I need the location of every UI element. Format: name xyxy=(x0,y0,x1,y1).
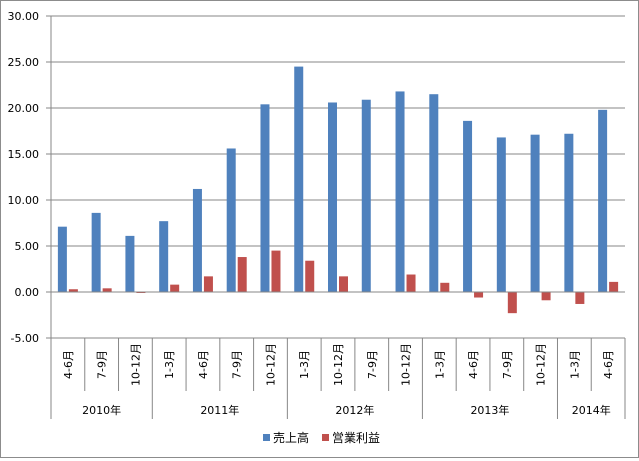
year-group-label: 2014年 xyxy=(572,403,611,417)
y-tick-label: 20.00 xyxy=(8,102,40,115)
sales-bar xyxy=(91,212,101,292)
y-tick-label: 0.00 xyxy=(15,286,40,299)
operating-profit-bar xyxy=(271,250,281,292)
y-tick-label: -5.00 xyxy=(11,332,39,345)
x-tick-label: 10-12月 xyxy=(264,343,277,386)
x-tick-label: 7-9月 xyxy=(96,350,109,379)
x-tick-label: 10-12月 xyxy=(129,343,142,386)
x-tick-label: 10-12月 xyxy=(400,343,413,386)
sales-bar xyxy=(294,66,304,292)
x-axis-tick-labels: 4-6月 7-9月 10-12月 1-3月 4-6月 7-9月 10-12月 1-3月 10-1… xyxy=(62,343,615,417)
sales-bar xyxy=(125,235,135,292)
axes xyxy=(50,16,626,419)
legend-swatch-sales xyxy=(263,434,270,441)
operating-profit-bar xyxy=(68,289,78,292)
x-tick-label: 1-3月 xyxy=(163,350,176,379)
operating-profit-bar xyxy=(305,260,315,292)
operating-profit-bar xyxy=(474,292,484,298)
sales-bar xyxy=(192,188,202,292)
y-axis-tick-labels: -5.00 0.00 5.00 10.00 15.00 20.00 25.00 30.00 xyxy=(8,10,40,345)
sales-bar xyxy=(429,94,439,292)
operating-profit-bar xyxy=(203,276,213,292)
x-tick-label: 4-6月 xyxy=(602,350,615,379)
x-tick-label: 4-6月 xyxy=(197,350,210,379)
sales-bar xyxy=(57,226,67,292)
operating-profit-bar xyxy=(339,276,348,292)
year-group-label: 2011年 xyxy=(200,403,239,417)
sales-bar xyxy=(159,221,169,292)
sales-bar xyxy=(226,148,236,292)
x-tick-label: 7-9月 xyxy=(231,350,244,379)
legend-label-operating-profit: 営業利益 xyxy=(332,431,380,445)
sales-bar xyxy=(598,109,608,292)
year-group-label: 2013年 xyxy=(470,403,509,417)
x-tick-label: 1-3月 xyxy=(433,350,446,379)
x-tick-label: 7-9月 xyxy=(366,350,379,379)
operating-profit-bar xyxy=(507,292,517,314)
legend: 売上高 営業利益 xyxy=(263,430,380,445)
operating-profit-bar xyxy=(102,288,112,292)
x-tick-label: 7-9月 xyxy=(501,350,514,379)
sales-bar xyxy=(328,102,337,292)
y-tick-label: 5.00 xyxy=(15,240,40,253)
sales-bar xyxy=(361,99,371,292)
operating-profit-bar xyxy=(575,292,585,304)
x-tick-label: 1-3月 xyxy=(298,350,311,379)
operating-profit-bar xyxy=(170,284,180,292)
operating-profit-bar xyxy=(609,281,619,292)
x-tick-label: 10-12月 xyxy=(332,343,345,386)
y-tick-label: 25.00 xyxy=(8,56,40,69)
x-tick-label: 10-12月 xyxy=(535,343,548,386)
sales-bar xyxy=(496,137,506,292)
operating-profit-bar xyxy=(406,274,416,292)
bars xyxy=(57,66,619,314)
x-tick-label: 4-6月 xyxy=(62,350,75,379)
x-tick-label: 1-3月 xyxy=(568,350,581,379)
legend-label-sales: 売上高 xyxy=(273,430,309,445)
year-group-label: 2012年 xyxy=(335,403,374,417)
y-tick-label: 15.00 xyxy=(8,148,40,161)
x-tick-label: 4-6月 xyxy=(467,350,480,379)
legend-swatch-operating-profit xyxy=(322,434,329,441)
sales-bar xyxy=(260,104,270,292)
year-group-label: 2010年 xyxy=(82,403,121,417)
operating-profit-bar xyxy=(237,257,247,292)
y-tick-label: 30.00 xyxy=(8,10,40,23)
y-tick-label: 10.00 xyxy=(8,194,40,207)
sales-bar xyxy=(463,120,473,292)
sales-bar xyxy=(395,91,405,292)
operating-profit-bar xyxy=(541,292,551,301)
operating-profit-bar xyxy=(440,282,450,292)
sales-bar xyxy=(564,133,574,292)
sales-bar xyxy=(530,134,540,292)
